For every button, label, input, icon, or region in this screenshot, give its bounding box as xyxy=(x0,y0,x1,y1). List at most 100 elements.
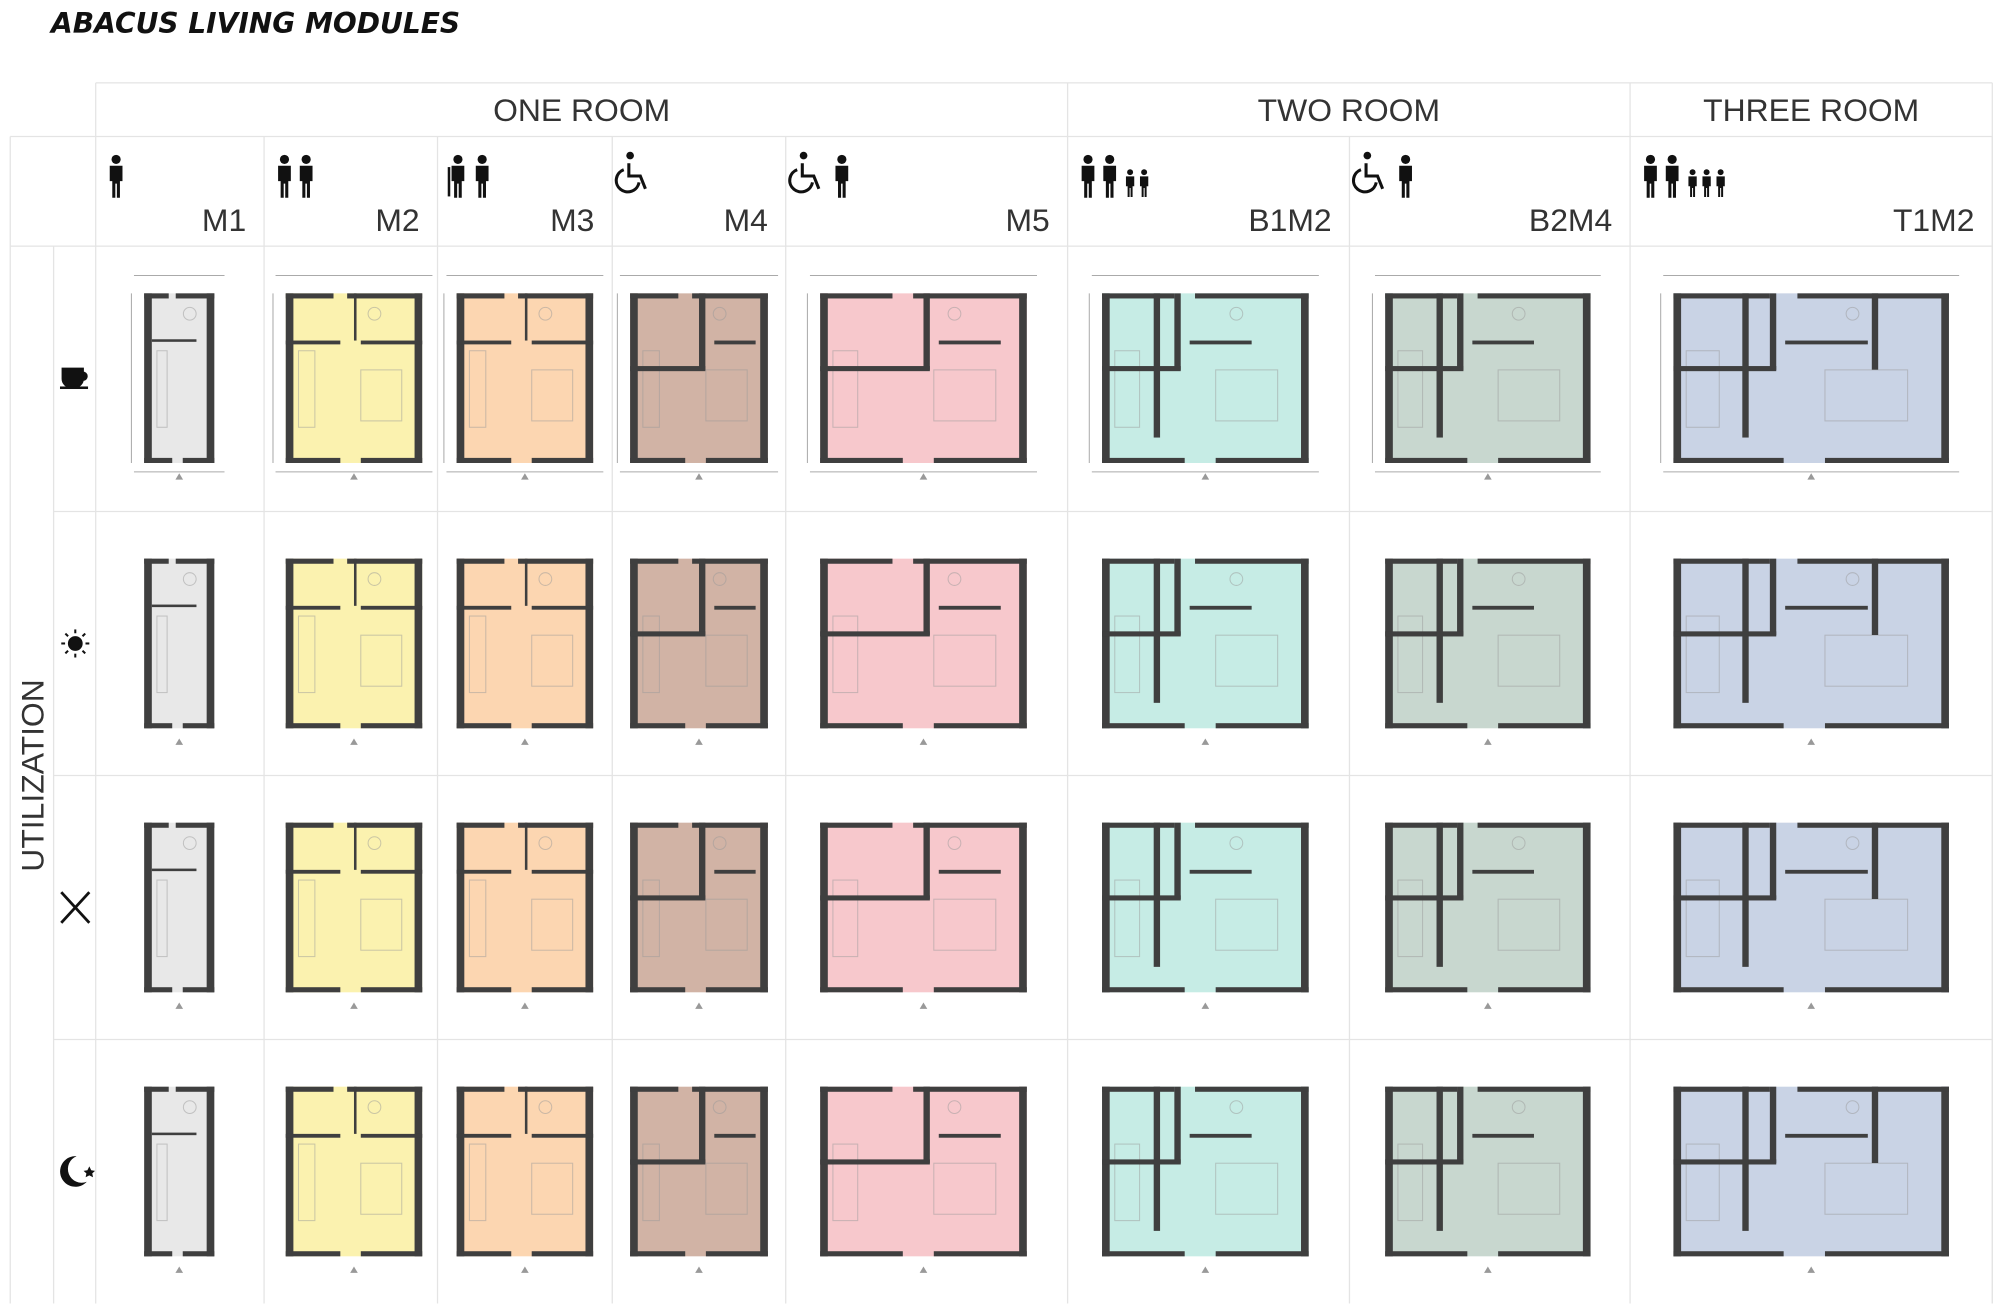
plan-wall xyxy=(1102,293,1110,463)
plan-wall xyxy=(1673,987,1784,993)
usage-icon xyxy=(59,367,89,390)
plan-wall xyxy=(1189,605,1252,610)
plan-wall xyxy=(524,293,528,341)
plan-wall xyxy=(1195,822,1309,828)
plan-fixture xyxy=(1229,572,1244,586)
plan-furniture xyxy=(933,634,997,687)
plan-wall xyxy=(1582,558,1591,729)
plan-wall xyxy=(1824,723,1949,729)
plan-fixture xyxy=(947,1100,962,1114)
plan-fixture xyxy=(1845,306,1860,321)
plan-wall xyxy=(1385,293,1458,299)
floor-plan xyxy=(285,822,423,1009)
icon-part xyxy=(67,636,83,651)
plan-wall xyxy=(1785,1133,1868,1138)
plan-wall xyxy=(1385,1251,1468,1257)
floor-plan xyxy=(630,1086,768,1273)
plan-wall xyxy=(285,558,294,729)
module-label: M2 xyxy=(375,202,419,238)
plan-wall xyxy=(353,822,357,870)
plan-wall xyxy=(1019,558,1027,729)
floor-plan xyxy=(1673,822,1949,1009)
plan-wall xyxy=(1673,293,1770,299)
plan-wall xyxy=(285,987,341,993)
person-icon xyxy=(1125,169,1135,198)
plan-furniture xyxy=(1114,879,1141,958)
plan-wall xyxy=(630,1086,638,1257)
plan-furniture xyxy=(1824,369,1909,422)
plan-wall xyxy=(1385,558,1393,729)
icon-part xyxy=(1363,151,1372,160)
plan-wall xyxy=(692,558,768,564)
floor-plan xyxy=(443,274,604,480)
icon-part xyxy=(81,649,86,655)
plan-wall xyxy=(714,340,756,345)
plan-wall xyxy=(1102,558,1175,564)
plan-fixture xyxy=(1229,306,1244,321)
plan-wall xyxy=(1477,293,1591,299)
plan-wall xyxy=(630,558,679,564)
plan-wall xyxy=(1385,631,1464,637)
entry-marker xyxy=(1484,473,1492,480)
plan-wall xyxy=(347,293,423,299)
entry-marker xyxy=(695,738,703,745)
plan-wall xyxy=(456,869,512,874)
icon-part xyxy=(1645,154,1656,165)
plan-wall xyxy=(1301,558,1309,729)
entry-marker xyxy=(350,1002,358,1009)
plan-wall xyxy=(820,1159,930,1165)
icon-part xyxy=(788,168,815,194)
plan-wall xyxy=(353,558,357,606)
plan-wall xyxy=(1102,987,1185,993)
plan-wall xyxy=(285,1086,294,1257)
entry-marker xyxy=(919,1266,928,1273)
floor-plan xyxy=(130,274,225,480)
plan-wall xyxy=(518,293,594,299)
plan-wall xyxy=(1498,1251,1591,1257)
plan-wall xyxy=(705,987,768,993)
plan-wall xyxy=(1673,723,1784,729)
plan-wall xyxy=(285,869,341,874)
plan-wall xyxy=(1941,1086,1949,1257)
plan-wall xyxy=(285,1251,341,1257)
plan-wall xyxy=(456,1086,505,1092)
plan-floor xyxy=(144,1086,215,1257)
plan-wall xyxy=(692,1086,768,1092)
plan-wall xyxy=(692,293,768,299)
plan-wall xyxy=(1153,558,1161,703)
module-label: B2M4 xyxy=(1529,202,1612,238)
plan-wall xyxy=(206,1086,215,1257)
plan-wall xyxy=(1457,293,1464,370)
plan-wall xyxy=(206,558,215,729)
plan-floor xyxy=(1385,822,1591,993)
plan-wall xyxy=(1436,822,1443,967)
plan-wall xyxy=(820,457,903,463)
plan-wall xyxy=(1472,1133,1534,1138)
plan-furniture xyxy=(1215,898,1279,951)
icon-part xyxy=(111,154,121,165)
plan-wall xyxy=(1153,1086,1161,1231)
entry-marker xyxy=(695,1266,703,1273)
plan-fixture xyxy=(712,836,727,850)
entry-marker xyxy=(695,1002,703,1009)
plan-furniture xyxy=(832,1143,859,1222)
plan-wall xyxy=(1477,558,1591,564)
plan-wall xyxy=(1871,822,1879,900)
plan-wall xyxy=(1102,457,1185,463)
wheelchair-icon xyxy=(614,151,647,194)
plan-wall xyxy=(698,1086,706,1164)
plan-wall xyxy=(518,1086,594,1092)
title: ABACUS LIVING MODULES xyxy=(49,7,460,40)
plan-wall xyxy=(1673,558,1682,729)
plan-wall xyxy=(360,987,423,993)
plan-wall xyxy=(630,631,706,637)
plan-wall xyxy=(1498,457,1591,463)
plan-wall xyxy=(144,822,152,993)
floor-plan xyxy=(1385,1086,1591,1273)
entry-marker xyxy=(521,1002,529,1009)
plan-wall xyxy=(820,895,930,901)
person-icon xyxy=(109,154,123,198)
module-label: M5 xyxy=(1005,202,1049,238)
plan-fixture xyxy=(1845,572,1860,586)
plan-wall xyxy=(630,895,706,901)
